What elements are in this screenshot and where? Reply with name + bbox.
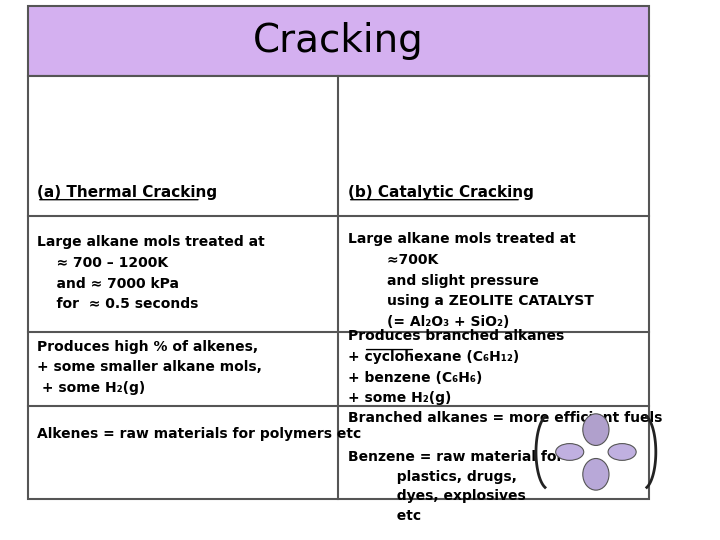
Text: Branched alkanes = more efficient fuels

Benzene = raw material for
          pl: Branched alkanes = more efficient fuels … xyxy=(348,411,662,523)
Text: Large alkane mols treated at
        ≈700K
        and slight pressure
        u: Large alkane mols treated at ≈700K and s… xyxy=(348,233,594,329)
Text: Cracking: Cracking xyxy=(253,22,424,60)
FancyBboxPatch shape xyxy=(27,6,649,76)
Ellipse shape xyxy=(582,458,609,490)
Ellipse shape xyxy=(582,414,609,445)
Text: (a) Thermal Cracking: (a) Thermal Cracking xyxy=(37,185,217,200)
Text: Produces branched alkanes
+ cyclohexane (C₆H₁₂)
+ benzene (C₆H₆)
+ some H₂(g): Produces branched alkanes + cyclohexane … xyxy=(348,329,564,405)
Ellipse shape xyxy=(556,443,584,461)
Ellipse shape xyxy=(608,443,636,461)
Text: Large alkane mols treated at
    ≈ 700 – 1200K
    and ≈ 7000 kPa
    for  ≈ 0.5: Large alkane mols treated at ≈ 700 – 120… xyxy=(37,235,265,311)
Text: Alkenes = raw materials for polymers etc: Alkenes = raw materials for polymers etc xyxy=(37,427,361,441)
Text: Produces high % of alkenes,
+ some smaller alkane mols,
 + some H₂(g): Produces high % of alkenes, + some small… xyxy=(37,340,262,395)
Text: (b) Catalytic Cracking: (b) Catalytic Cracking xyxy=(348,185,534,200)
FancyBboxPatch shape xyxy=(27,76,649,500)
